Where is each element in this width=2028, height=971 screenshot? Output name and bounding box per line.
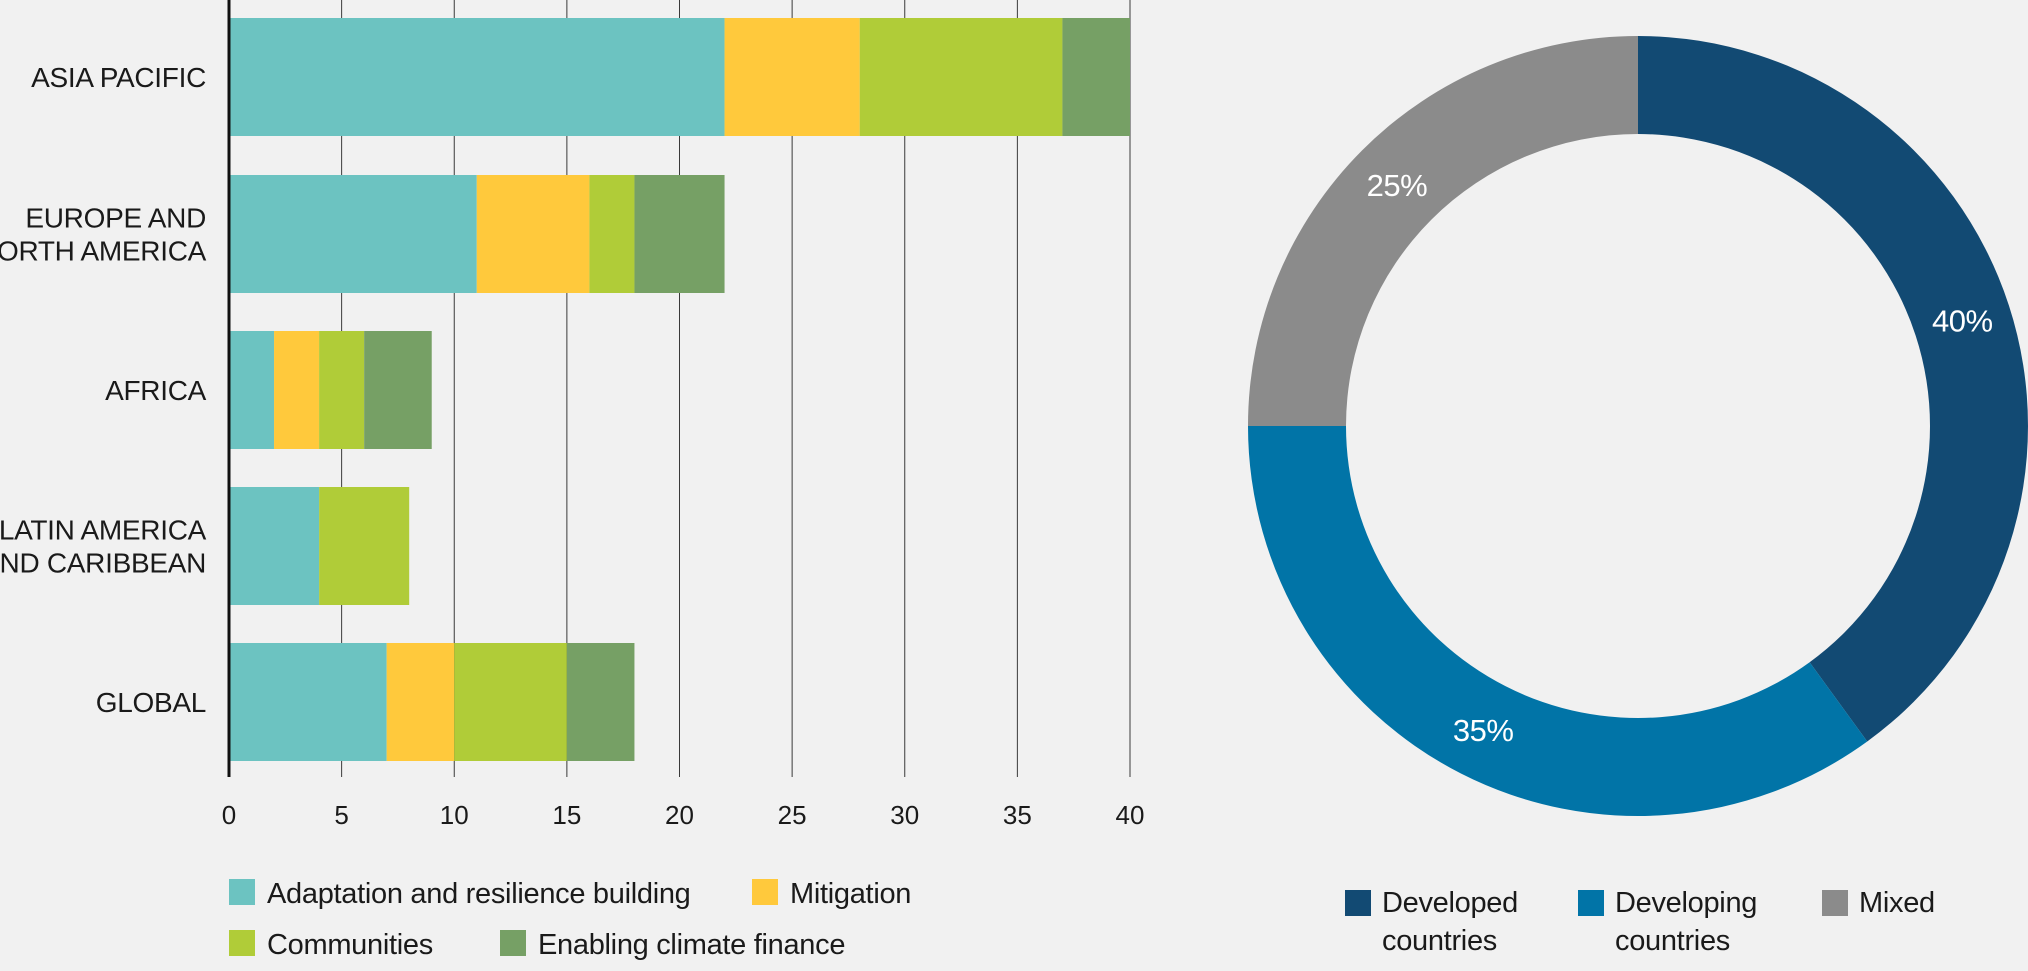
- x-tick-label-0: 0: [222, 800, 236, 830]
- bar-asia-pacific-enabling-climate-finance: [1062, 18, 1130, 136]
- bar-africa-communities: [319, 331, 365, 449]
- donut-label-developed-countries: 40%: [1932, 304, 1993, 339]
- x-tick-label-40: 40: [1116, 800, 1145, 830]
- category-label-global: GLOBAL: [96, 687, 206, 718]
- legend-label-mixed: Mixed: [1859, 887, 1935, 919]
- category-label-africa: AFRICA: [105, 375, 207, 406]
- donut-slice-developed-countries: [1638, 36, 2028, 742]
- bar-global-adaptation-and-resilience-building: [229, 643, 387, 761]
- bar-africa-enabling-climate-finance: [364, 331, 432, 449]
- legend-swatch-developing-countries: [1578, 890, 1604, 916]
- donut-chart: 40% 35% 25% Developed countries Developing co…: [1247, 36, 2028, 957]
- bar-asia-pacific-communities: [859, 18, 1063, 136]
- x-tick-labels: 0 5 10 15 20 25 30 35 40: [222, 800, 1145, 830]
- legend-swatch-mixed: [1822, 890, 1848, 916]
- category-label-asia-pacific: ASIA PACIFIC: [31, 62, 206, 93]
- bar-europe-and-north-america-adaptation-and-resilience-building: [229, 175, 477, 293]
- bar-latin-america-and-caribbean-communities: [319, 487, 410, 605]
- bar-africa-mitigation: [274, 331, 320, 449]
- category-label-europe-and-north-america-line-1: EUROPE AND: [25, 203, 206, 234]
- bar-latin-america-and-caribbean-adaptation-and-resilience-building: [229, 487, 320, 605]
- category-label-latin-america-and-caribbean-line-1: LATIN AMERICA: [0, 515, 207, 546]
- legend-swatch-adaptation-and-resilience-building: [229, 879, 255, 905]
- donut-legend: Developed countries Developing countries Mix…: [1345, 887, 1935, 957]
- x-tick-label-20: 20: [665, 800, 694, 830]
- legend-label-enabling-climate-finance: Enabling climate finance: [538, 929, 845, 961]
- donut-slices: [1247, 36, 2028, 816]
- category-label-europe-and-north-america-line-2: NORTH AMERICA: [0, 236, 207, 267]
- donut-slice-mixed: [1248, 36, 1638, 426]
- legend-swatch-mitigation: [752, 879, 778, 905]
- bar-asia-pacific-mitigation: [724, 18, 860, 136]
- x-tick-label-15: 15: [552, 800, 581, 830]
- bar-global-mitigation: [386, 643, 455, 761]
- bar-legend: Adaptation and resilience building Mitiga…: [229, 878, 911, 961]
- legend-label-mitigation: Mitigation: [790, 878, 911, 910]
- donut-slice-developing-countries: [1247, 426, 1868, 816]
- stacked-bar-chart: 0 5 10 15 20 25 30 35 40 ASIA PACIFIC EUROPE ANDN…: [0, 0, 1144, 961]
- legend-label-developing-countries-line-1: Developing: [1615, 887, 1757, 919]
- bar-europe-and-north-america-communities: [589, 175, 635, 293]
- x-tick-label-10: 10: [440, 800, 469, 830]
- bar-africa-adaptation-and-resilience-building: [229, 331, 275, 449]
- x-tick-label-35: 35: [1003, 800, 1032, 830]
- bar-segments: [229, 18, 1130, 761]
- x-tick-label-5: 5: [334, 800, 348, 830]
- x-tick-label-25: 25: [778, 800, 807, 830]
- bar-asia-pacific-adaptation-and-resilience-building: [229, 18, 725, 136]
- legend-label-developed-countries-line-2: countries: [1382, 925, 1497, 957]
- legend-label-developed-countries-line-1: Developed: [1382, 887, 1518, 919]
- legend-label-adaptation-and-resilience-building: Adaptation and resilience building: [267, 878, 691, 910]
- donut-slice-labels: 40% 35% 25%: [1367, 168, 1993, 748]
- bar-europe-and-north-america-mitigation: [476, 175, 590, 293]
- legend-label-developing-countries-line-2: countries: [1615, 925, 1730, 957]
- donut-label-developing-countries: 35%: [1453, 713, 1514, 748]
- legend-label-communities: Communities: [267, 929, 433, 961]
- category-label-latin-america-and-caribbean-line-2: AND CARIBBEAN: [0, 548, 206, 579]
- bar-global-communities: [454, 643, 567, 761]
- x-tick-label-30: 30: [890, 800, 919, 830]
- bar-global-enabling-climate-finance: [566, 643, 635, 761]
- category-labels: ASIA PACIFIC EUROPE ANDNORTH AMERICA AFRIC…: [0, 62, 207, 718]
- bar-europe-and-north-america-enabling-climate-finance: [634, 175, 725, 293]
- donut-label-mixed: 25%: [1367, 168, 1428, 203]
- legend-swatch-developed-countries: [1345, 890, 1371, 916]
- legend-swatch-enabling-climate-finance: [500, 930, 526, 956]
- legend-swatch-communities: [229, 930, 255, 956]
